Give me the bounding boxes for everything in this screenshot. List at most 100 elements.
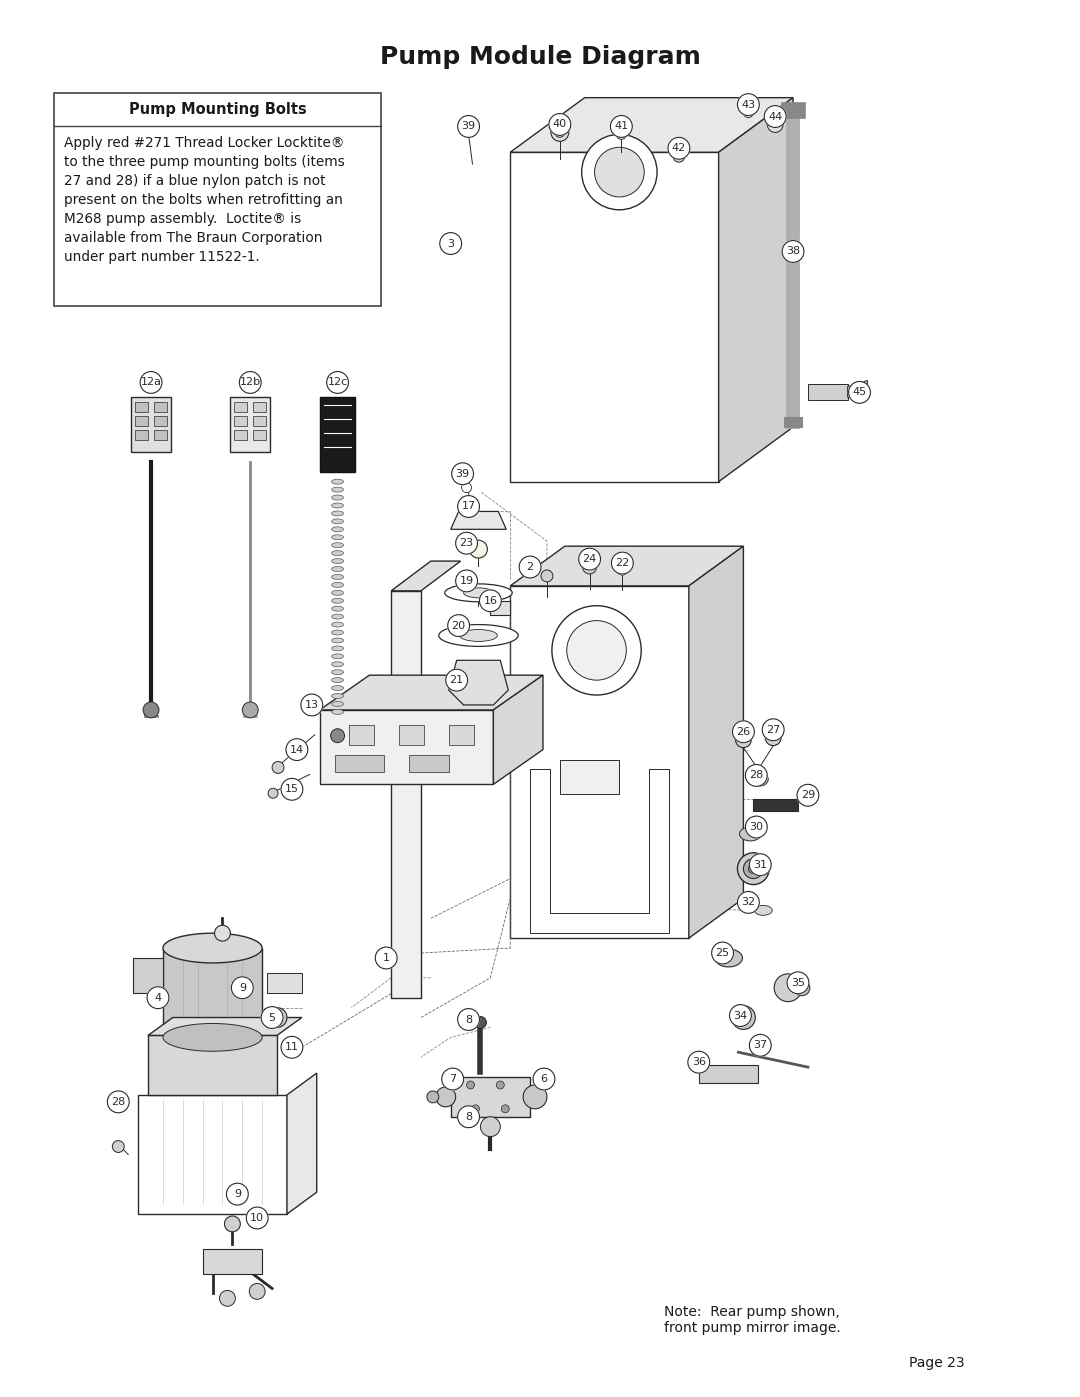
Ellipse shape	[332, 550, 343, 556]
Circle shape	[436, 1087, 456, 1106]
Polygon shape	[494, 675, 543, 784]
Circle shape	[849, 381, 870, 404]
Text: 12c: 12c	[327, 377, 348, 387]
Bar	[234, 402, 247, 412]
Circle shape	[611, 552, 633, 574]
Ellipse shape	[332, 615, 343, 619]
Polygon shape	[530, 770, 669, 933]
Text: 8: 8	[465, 1014, 472, 1024]
Text: 38: 38	[786, 246, 800, 257]
Text: 19: 19	[459, 576, 474, 585]
Circle shape	[440, 233, 461, 254]
Circle shape	[375, 947, 397, 970]
Text: 4: 4	[154, 993, 162, 1003]
Text: Pump Module Diagram: Pump Module Diagram	[379, 45, 701, 68]
Text: 24: 24	[582, 555, 597, 564]
Circle shape	[738, 891, 759, 914]
Circle shape	[549, 113, 570, 136]
Bar	[350, 725, 375, 745]
Bar	[203, 1249, 262, 1274]
Polygon shape	[391, 591, 421, 997]
Text: 14: 14	[289, 745, 303, 754]
Ellipse shape	[332, 559, 343, 563]
Circle shape	[766, 729, 781, 746]
Ellipse shape	[332, 598, 343, 604]
Circle shape	[281, 1037, 302, 1058]
Circle shape	[261, 1007, 283, 1028]
Ellipse shape	[332, 606, 343, 610]
Ellipse shape	[332, 518, 343, 524]
Ellipse shape	[332, 693, 343, 698]
Bar	[135, 416, 148, 426]
Circle shape	[551, 123, 569, 141]
Text: 13: 13	[305, 700, 319, 710]
Text: 7: 7	[449, 1074, 456, 1084]
Circle shape	[281, 778, 302, 800]
Bar	[133, 958, 163, 993]
Circle shape	[474, 1017, 486, 1028]
Ellipse shape	[163, 933, 262, 963]
Circle shape	[673, 151, 685, 162]
Circle shape	[326, 372, 349, 394]
Circle shape	[442, 1069, 463, 1090]
Circle shape	[140, 372, 162, 394]
Circle shape	[595, 147, 644, 197]
Circle shape	[738, 852, 769, 884]
Ellipse shape	[332, 638, 343, 643]
Bar	[754, 799, 798, 812]
Polygon shape	[689, 546, 743, 939]
Ellipse shape	[332, 701, 343, 707]
Ellipse shape	[332, 686, 343, 690]
Text: 12a: 12a	[140, 377, 162, 387]
Bar	[448, 725, 473, 745]
Circle shape	[446, 669, 468, 692]
Circle shape	[458, 496, 480, 517]
Circle shape	[534, 1069, 555, 1090]
Text: Page 23: Page 23	[909, 1356, 964, 1370]
Ellipse shape	[332, 567, 343, 571]
Text: Pump Mounting Bolts: Pump Mounting Bolts	[129, 102, 307, 117]
Circle shape	[523, 1085, 546, 1109]
Bar	[234, 416, 247, 426]
Circle shape	[481, 1116, 500, 1137]
Circle shape	[227, 1183, 248, 1206]
Text: 17: 17	[461, 502, 475, 511]
Text: 39: 39	[456, 469, 470, 479]
Text: 16: 16	[484, 595, 498, 606]
Circle shape	[240, 372, 261, 394]
Circle shape	[745, 816, 767, 838]
Circle shape	[688, 1052, 710, 1073]
Circle shape	[286, 739, 308, 760]
Text: 37: 37	[753, 1041, 768, 1051]
Ellipse shape	[332, 591, 343, 595]
Circle shape	[738, 94, 759, 116]
Text: 45: 45	[852, 387, 866, 397]
Polygon shape	[848, 380, 867, 397]
Text: 21: 21	[449, 675, 463, 685]
Circle shape	[470, 541, 487, 557]
Polygon shape	[510, 98, 793, 152]
Text: 12b: 12b	[240, 377, 260, 387]
Ellipse shape	[332, 669, 343, 675]
Circle shape	[743, 859, 764, 879]
Text: 20: 20	[451, 620, 465, 630]
Text: 25: 25	[716, 949, 730, 958]
Circle shape	[501, 1105, 510, 1113]
Text: 28: 28	[750, 770, 764, 781]
Circle shape	[268, 788, 278, 798]
Ellipse shape	[332, 479, 343, 485]
Circle shape	[794, 979, 810, 996]
Text: 10: 10	[251, 1213, 265, 1222]
Circle shape	[427, 1091, 438, 1102]
Bar	[253, 416, 266, 426]
Bar	[253, 402, 266, 412]
Text: 23: 23	[459, 538, 474, 548]
Circle shape	[669, 137, 690, 159]
Text: 26: 26	[737, 726, 751, 736]
Ellipse shape	[463, 588, 494, 598]
Ellipse shape	[445, 584, 512, 602]
Text: 9: 9	[233, 1189, 241, 1199]
Circle shape	[582, 134, 657, 210]
Circle shape	[215, 925, 230, 942]
Circle shape	[249, 1284, 265, 1299]
